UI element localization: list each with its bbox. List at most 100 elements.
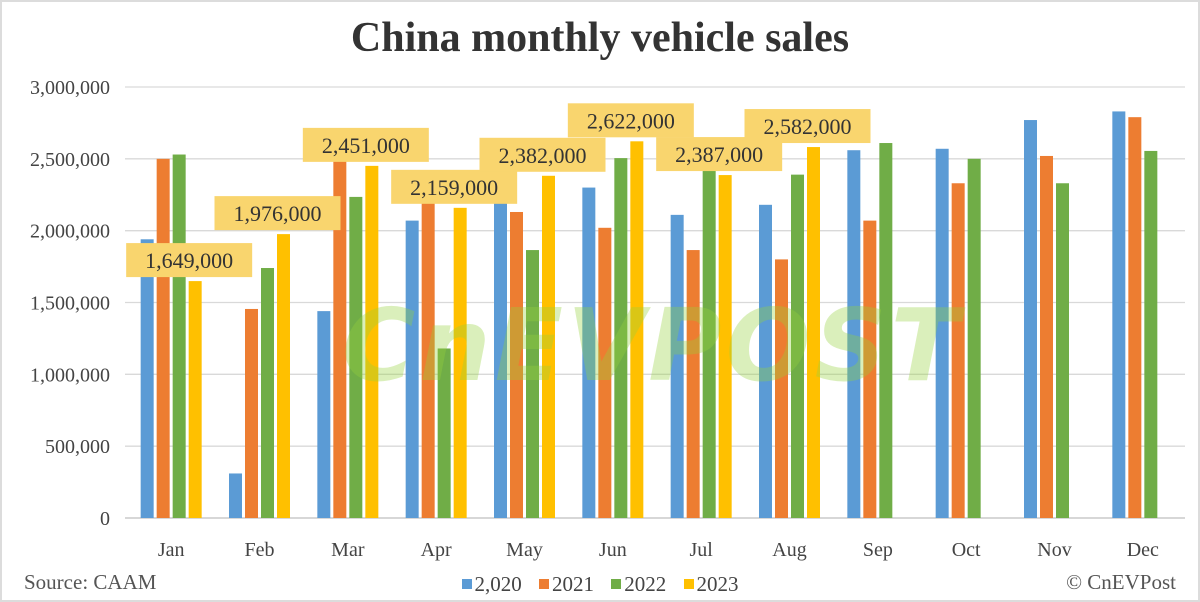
data-label-text: 2,451,000 — [322, 133, 410, 158]
legend-item: 2022 — [611, 572, 666, 597]
bar-2020-mar — [317, 311, 331, 518]
data-label-text: 2,159,000 — [410, 175, 498, 200]
bar-2022-jun — [614, 158, 628, 519]
bar-2022-mar — [349, 196, 363, 518]
legend-swatch — [683, 579, 694, 589]
x-tick-label: Feb — [245, 539, 275, 561]
bar-2022-sep — [879, 143, 893, 518]
bar-2021-jan — [156, 158, 170, 519]
legend-label: 2021 — [552, 571, 594, 596]
data-label-text: 2,387,000 — [675, 142, 763, 167]
x-tick-label: Sep — [863, 539, 893, 561]
data-label-box — [744, 109, 871, 144]
data-label-box — [567, 103, 694, 138]
bar-2022-aug — [791, 174, 804, 519]
y-tick-label: 3,000,000 — [30, 77, 110, 99]
x-tick-label: Nov — [1037, 539, 1071, 561]
bar-2021-feb — [245, 308, 258, 518]
data-label-box — [302, 127, 429, 162]
data-label: 2,382,000 — [479, 137, 606, 172]
data-label-text: 2,382,000 — [499, 143, 587, 168]
bar-2021-nov — [1040, 155, 1053, 518]
legend-item: 2021 — [539, 572, 594, 597]
bar-2021-dec — [1128, 117, 1142, 519]
bar-2022-jan — [172, 154, 186, 519]
bar-2023-jul — [718, 175, 732, 518]
x-tick-label: Mar — [331, 539, 365, 561]
x-tick-label: Jan — [158, 539, 185, 561]
legend-label: 2,020 — [474, 571, 522, 596]
bar-2021-sep — [863, 220, 877, 519]
data-label: 1,649,000 — [126, 243, 253, 278]
legend-swatch — [539, 579, 549, 589]
x-tick-label: Oct — [952, 539, 981, 561]
y-tick-label: 1,000,000 — [30, 364, 110, 386]
legend-swatch — [461, 579, 472, 589]
bar-2020-feb — [229, 473, 242, 518]
bar-2020-oct — [935, 148, 949, 518]
data-label-text: 2,622,000 — [587, 108, 675, 133]
y-tick-label: 1,500,000 — [30, 293, 110, 315]
legend-swatch — [611, 579, 622, 589]
bar-2022-oct — [967, 158, 981, 519]
bar-2020-dec — [1112, 111, 1126, 518]
bar-2023-jun — [630, 141, 644, 518]
data-label: 1,976,000 — [214, 196, 341, 231]
bar-2020-may — [494, 203, 507, 518]
x-tick-label: Jul — [689, 539, 713, 561]
bar-2022-dec — [1144, 150, 1158, 518]
x-tick-label: Dec — [1127, 539, 1159, 561]
watermark-logo: CnEVPOST — [342, 287, 963, 404]
legend: 2,020 2021 2022 2023 — [2, 570, 1198, 597]
bar-2022-apr — [437, 348, 451, 518]
data-label-box — [126, 243, 253, 278]
bar-2023-aug — [807, 147, 820, 518]
legend-item: 2,020 — [461, 571, 522, 597]
bar-2021-jun — [598, 227, 612, 518]
data-label-text: 1,976,000 — [234, 201, 322, 226]
data-label-box — [391, 169, 518, 204]
bar-2021-aug — [775, 259, 788, 518]
data-label: 2,582,000 — [744, 109, 871, 144]
bar-2021-may — [510, 211, 523, 519]
x-tick-label: Aug — [772, 539, 806, 561]
bar-2021-mar — [333, 154, 347, 519]
data-label: 2,159,000 — [391, 169, 518, 204]
bar-2022-nov — [1056, 183, 1069, 519]
bar-2020-sep — [847, 150, 861, 519]
data-label-box — [479, 137, 606, 172]
bar-2023-jan — [188, 281, 202, 518]
bar-2023-apr — [453, 207, 467, 518]
y-tick-label: 2,500,000 — [30, 149, 110, 171]
legend-label: 2022 — [624, 571, 667, 596]
bar-2022-jul — [702, 170, 716, 518]
data-label-box — [214, 196, 341, 231]
legend-label: 2023 — [696, 571, 739, 596]
bar-2022-feb — [261, 268, 274, 518]
bar-2023-mar — [365, 165, 379, 519]
bar-2022-may — [526, 250, 539, 519]
chart-title: China monthly vehicle sales — [350, 15, 850, 61]
y-tick-label: 500,000 — [45, 436, 110, 458]
bar-2020-jul — [670, 214, 684, 518]
data-label-text: 1,649,000 — [145, 248, 233, 273]
bar-2023-may — [542, 175, 555, 518]
bar-2021-jul — [686, 250, 700, 519]
data-label: 2,622,000 — [567, 103, 694, 138]
bar-2020-jun — [582, 187, 596, 519]
x-tick-label: Apr — [421, 539, 452, 561]
data-label: 2,451,000 — [302, 127, 429, 162]
bar-2020-nov — [1024, 120, 1037, 518]
credit-note: © CnEVPost — [1066, 570, 1176, 594]
data-label-text: 2,582,000 — [764, 114, 852, 139]
source-note: Source: CAAM — [24, 570, 157, 594]
bar-2020-aug — [759, 204, 772, 518]
bar-2021-oct — [951, 183, 965, 519]
legend-item: 2023 — [683, 571, 739, 597]
y-tick-label: 0 — [100, 508, 110, 530]
bar-2021-apr — [421, 194, 435, 518]
x-tick-label: Jun — [599, 539, 627, 561]
data-label: 2,387,000 — [656, 137, 783, 172]
bar-2023-feb — [277, 234, 290, 518]
